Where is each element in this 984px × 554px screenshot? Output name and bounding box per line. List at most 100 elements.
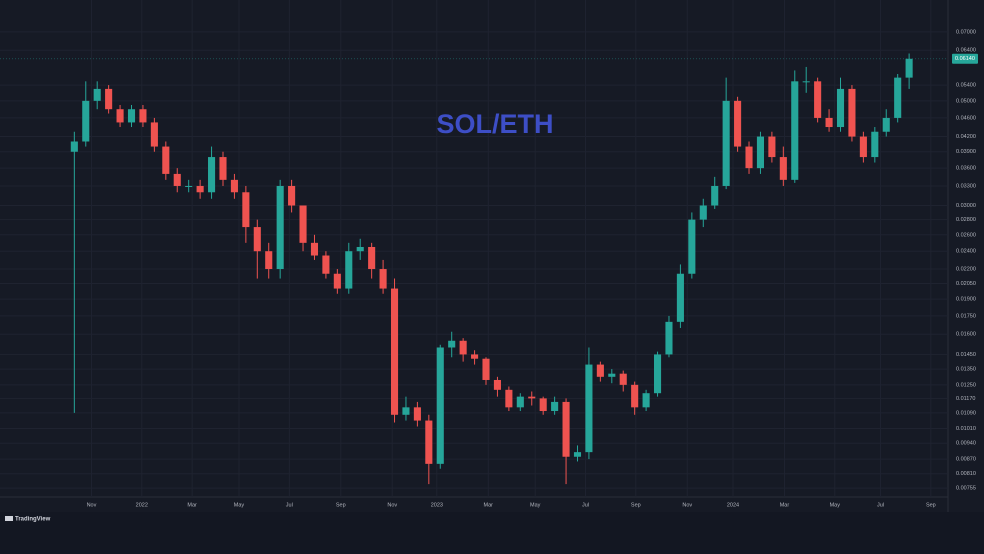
candle-body bbox=[711, 185, 719, 206]
y-tick-label: 0.05400 bbox=[956, 83, 976, 89]
candle-body bbox=[688, 219, 696, 274]
candle-body bbox=[356, 246, 364, 252]
x-tick-label: Nov bbox=[387, 502, 397, 508]
candle-body bbox=[871, 131, 879, 158]
candle-body bbox=[368, 246, 376, 270]
y-tick-label: 0.02800 bbox=[956, 217, 976, 223]
candle-body bbox=[413, 407, 421, 421]
candle-body bbox=[150, 122, 158, 147]
candle-body bbox=[814, 81, 822, 118]
candle-body bbox=[745, 146, 753, 169]
candle-body bbox=[471, 354, 479, 359]
candle-body bbox=[390, 288, 399, 415]
x-tick-label: May bbox=[234, 502, 245, 508]
y-tick-label: 0.03300 bbox=[956, 183, 976, 189]
x-tick-label: Jul bbox=[286, 502, 293, 508]
x-tick-label: Nov bbox=[682, 502, 692, 508]
candle-body bbox=[70, 141, 78, 152]
candle-body bbox=[779, 157, 787, 180]
y-tick-label: 0.01090 bbox=[956, 410, 976, 416]
candle-body bbox=[402, 407, 410, 415]
candle-body bbox=[105, 88, 113, 110]
y-tick-label: 0.01250 bbox=[956, 382, 976, 388]
y-tick-label: 0.04600 bbox=[956, 115, 976, 121]
candle-body bbox=[93, 88, 101, 101]
candle-body bbox=[562, 401, 570, 457]
footer bbox=[0, 512, 984, 554]
x-tick-label: 2024 bbox=[727, 502, 739, 508]
candle-body bbox=[242, 192, 250, 228]
y-tick-label: 0.02200 bbox=[956, 266, 976, 272]
candle-body bbox=[425, 420, 433, 464]
x-tick-label: Sep bbox=[336, 502, 346, 508]
candle-body bbox=[642, 393, 650, 408]
x-tick-label: May bbox=[830, 502, 841, 508]
candle-body bbox=[310, 242, 319, 256]
candle-body bbox=[196, 185, 204, 193]
x-tick-label: Jul bbox=[582, 502, 589, 508]
candle-body bbox=[619, 373, 627, 385]
candle-body bbox=[882, 117, 890, 132]
candle-body bbox=[825, 117, 833, 128]
candle-body bbox=[768, 136, 776, 158]
candle-body bbox=[836, 88, 845, 128]
candle-body bbox=[173, 173, 181, 186]
chart-title: SOL/ETH bbox=[436, 109, 553, 139]
y-tick-label: 0.01450 bbox=[956, 352, 976, 358]
candle-body bbox=[653, 354, 662, 394]
candle-body bbox=[322, 255, 330, 274]
candle-body bbox=[539, 398, 547, 412]
labels: 0.07000 0.06400 0.05400 0.05000 0.04600 0.042… bbox=[87, 29, 978, 508]
y-tick-label: 0.03600 bbox=[956, 166, 976, 172]
candle-body bbox=[333, 273, 341, 289]
candle-body bbox=[905, 58, 913, 78]
candle-body bbox=[230, 179, 238, 193]
x-tick-label: Sep bbox=[926, 502, 936, 508]
x-tick-label: Mar bbox=[484, 502, 494, 508]
x-tick-label: 2022 bbox=[136, 502, 148, 508]
candle-body bbox=[162, 146, 170, 174]
y-tick-label: 0.02050 bbox=[956, 281, 976, 287]
candle-body bbox=[436, 347, 444, 464]
y-tick-label: 0.02400 bbox=[956, 249, 976, 255]
y-tick-label: 0.03900 bbox=[956, 149, 976, 155]
y-tick-label: 0.04200 bbox=[956, 134, 976, 140]
y-tick-label: 0.01600 bbox=[956, 332, 976, 338]
candle-body bbox=[608, 373, 616, 377]
candle-body bbox=[185, 185, 193, 187]
y-tick-label: 0.03000 bbox=[956, 203, 976, 209]
candle-body bbox=[676, 273, 684, 322]
y-tick-label: 0.06400 bbox=[956, 48, 976, 54]
y-tick-label: 0.01750 bbox=[956, 313, 976, 319]
candle-body bbox=[551, 401, 559, 412]
candle-body bbox=[505, 389, 513, 408]
x-tick-label: Mar bbox=[187, 502, 197, 508]
y-tick-label: 0.00810 bbox=[956, 471, 976, 477]
candle-body bbox=[127, 109, 136, 123]
candle-body bbox=[379, 269, 387, 289]
candle-body bbox=[493, 379, 501, 390]
candle-body bbox=[116, 109, 124, 123]
candle-body bbox=[139, 109, 147, 123]
y-tick-label: 0.07000 bbox=[956, 29, 976, 35]
x-tick-label: Nov bbox=[87, 502, 97, 508]
candle-body bbox=[219, 157, 227, 180]
candles bbox=[70, 53, 913, 485]
candle-body bbox=[734, 100, 742, 147]
candle-body bbox=[699, 205, 707, 220]
y-tick-label: 0.01900 bbox=[956, 297, 976, 303]
y-tick-label: 0.00940 bbox=[956, 441, 976, 447]
candle-body bbox=[82, 100, 90, 142]
y-tick-label: 0.01350 bbox=[956, 367, 976, 373]
last-price-label: 0.06140 bbox=[955, 56, 975, 62]
x-tick-label: Mar bbox=[780, 502, 790, 508]
candle-body bbox=[665, 321, 673, 355]
y-tick-label: 0.00870 bbox=[956, 457, 976, 463]
candle-body bbox=[756, 136, 765, 169]
brand-logo bbox=[5, 516, 13, 521]
candle-body bbox=[482, 358, 490, 380]
y-tick-label: 0.05000 bbox=[956, 98, 976, 104]
candle-body bbox=[894, 77, 902, 118]
